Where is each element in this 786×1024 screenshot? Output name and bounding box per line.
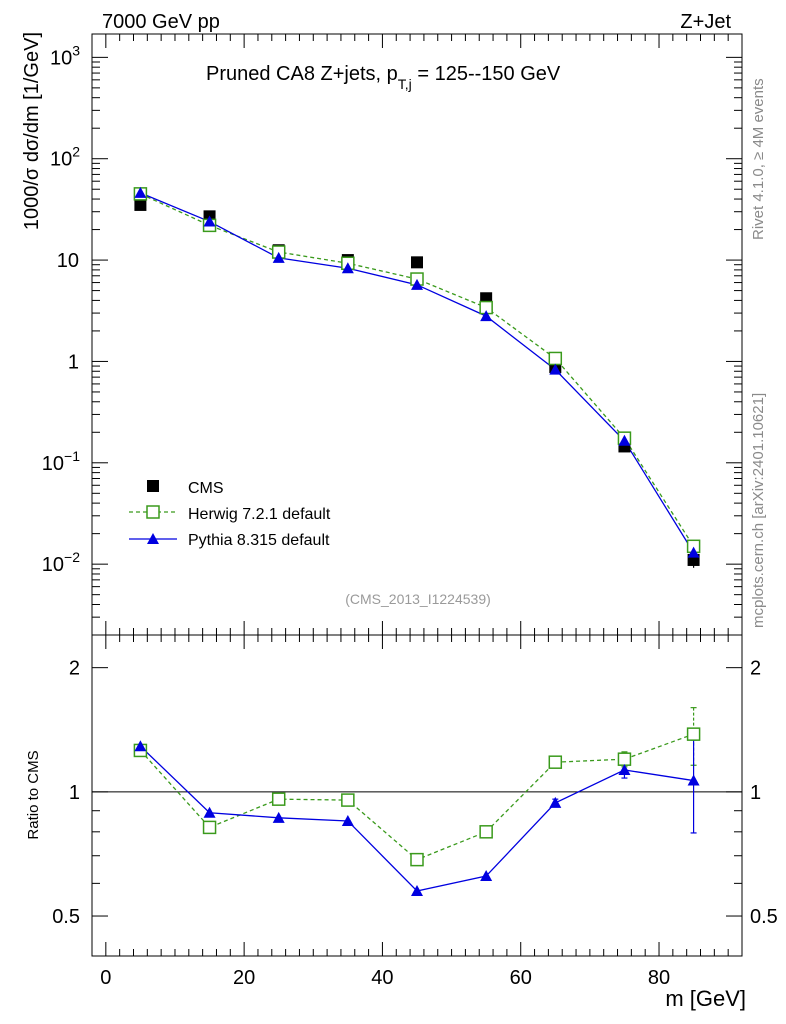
herwig-ratio-point bbox=[686, 727, 701, 741]
x-tick-label: 80 bbox=[648, 967, 670, 989]
pythia-ratio-point bbox=[549, 796, 562, 808]
y-tick-exponent: −1 bbox=[64, 448, 80, 464]
y-tick-base: 10 bbox=[42, 554, 64, 576]
pythia-ratio-point bbox=[480, 870, 493, 882]
plot-title: Pruned CA8 Z+jets, pT,j = 125--150 GeV bbox=[206, 63, 561, 92]
pythia-point bbox=[134, 186, 147, 198]
y-axis-label: 1000/σ dσ/dm [1/GeV] bbox=[21, 32, 43, 230]
legend-label-pythia: Pythia 8.315 default bbox=[188, 532, 330, 549]
x-tick-label: 40 bbox=[371, 967, 393, 989]
herwig-ratio-point bbox=[617, 752, 632, 766]
header-right: Z+Jet bbox=[680, 11, 731, 33]
pythia-ratio-point bbox=[687, 774, 700, 786]
herwig-ratio-point bbox=[271, 792, 286, 806]
y-tick-label: 1 bbox=[68, 351, 79, 373]
side-text-source: mcplots.cern.ch [arXiv:2401.10621] bbox=[750, 393, 767, 628]
pythia-ratio-point bbox=[272, 811, 285, 823]
x-tick-label: 0 bbox=[100, 967, 111, 989]
herwig-ratio-point bbox=[548, 755, 563, 769]
herwig-ratio-point bbox=[341, 793, 355, 807]
y-tick-label: 10 bbox=[57, 250, 79, 272]
legend-label-cms: CMS bbox=[188, 480, 224, 497]
herwig-ratio-line bbox=[139, 733, 694, 861]
ratio-tick-label-left: 0.5 bbox=[52, 906, 80, 928]
herwig-ratio-point bbox=[410, 852, 424, 867]
pythia-point bbox=[549, 363, 562, 375]
legend: CMS Herwig 7.2.1 default Pythia 8.315 de… bbox=[129, 480, 331, 549]
ratio-tick-label-left: 1 bbox=[69, 782, 80, 804]
y-tick-base: 10 bbox=[42, 453, 64, 475]
ratio-tick-label-right: 0.5 bbox=[750, 906, 778, 928]
y-tick-label: 10−2 bbox=[42, 549, 80, 576]
y-tick-label: 10−1 bbox=[42, 448, 80, 475]
y-tick-base: 10 bbox=[50, 47, 72, 69]
ratio-plot-frame bbox=[91, 634, 743, 957]
pythia-ratio-point bbox=[203, 806, 216, 818]
plot-title-sub: T,j bbox=[398, 76, 412, 92]
pythia-ratio-point bbox=[411, 884, 423, 896]
pythia-point bbox=[411, 278, 423, 290]
cms-point bbox=[411, 256, 423, 269]
herwig-ratio-point bbox=[202, 820, 217, 835]
x-tick-label: 60 bbox=[510, 967, 532, 989]
x-axis-label: m [GeV] bbox=[665, 986, 746, 1011]
herwig-ratio-point bbox=[479, 825, 493, 839]
pythia-point bbox=[203, 215, 216, 227]
y-tick-label: 102 bbox=[50, 144, 80, 171]
y-tick-base: 1 bbox=[68, 351, 79, 373]
pythia-point bbox=[480, 310, 493, 322]
side-text-version: Rivet 4.1.0, ≥ 4M events bbox=[750, 78, 767, 240]
pythia-point bbox=[341, 262, 354, 274]
pythia-point bbox=[618, 434, 631, 446]
ratio-y-axis-label: Ratio to CMS bbox=[25, 750, 42, 839]
y-tick-exponent: 3 bbox=[72, 42, 80, 58]
pythia-line bbox=[140, 192, 695, 553]
y-tick-label: 103 bbox=[50, 42, 80, 69]
legend-marker-pythia bbox=[147, 533, 159, 544]
pythia-ratio-line bbox=[139, 745, 694, 892]
pythia-ratio-point bbox=[134, 740, 147, 752]
y-tick-base: 10 bbox=[57, 250, 79, 272]
analysis-id: (CMS_2013_I1224539) bbox=[345, 591, 491, 607]
plot-title-main: Pruned CA8 Z+jets, p bbox=[206, 63, 398, 85]
x-tick-label: 20 bbox=[233, 967, 255, 989]
header-left: 7000 GeV pp bbox=[102, 11, 220, 33]
pythia-ratio-point bbox=[618, 763, 631, 775]
pythia-point bbox=[687, 546, 700, 558]
ratio-tick-label-left: 2 bbox=[69, 658, 80, 680]
ratio-tick-label-right: 1 bbox=[750, 782, 761, 804]
ratio-tick-label-right: 2 bbox=[750, 658, 761, 680]
legend-label-herwig: Herwig 7.2.1 default bbox=[188, 506, 331, 523]
y-tick-base: 10 bbox=[50, 149, 72, 171]
legend-marker-herwig bbox=[146, 505, 160, 519]
y-tick-exponent: 2 bbox=[72, 144, 80, 160]
plot-title-rest: = 125--150 GeV bbox=[412, 63, 561, 85]
pythia-ratio-point bbox=[341, 814, 354, 826]
legend-marker-cms bbox=[147, 480, 159, 492]
pythia-point bbox=[272, 251, 285, 263]
cms-point bbox=[134, 198, 147, 211]
herwig-point bbox=[548, 351, 563, 366]
y-tick-exponent: −2 bbox=[64, 549, 80, 565]
